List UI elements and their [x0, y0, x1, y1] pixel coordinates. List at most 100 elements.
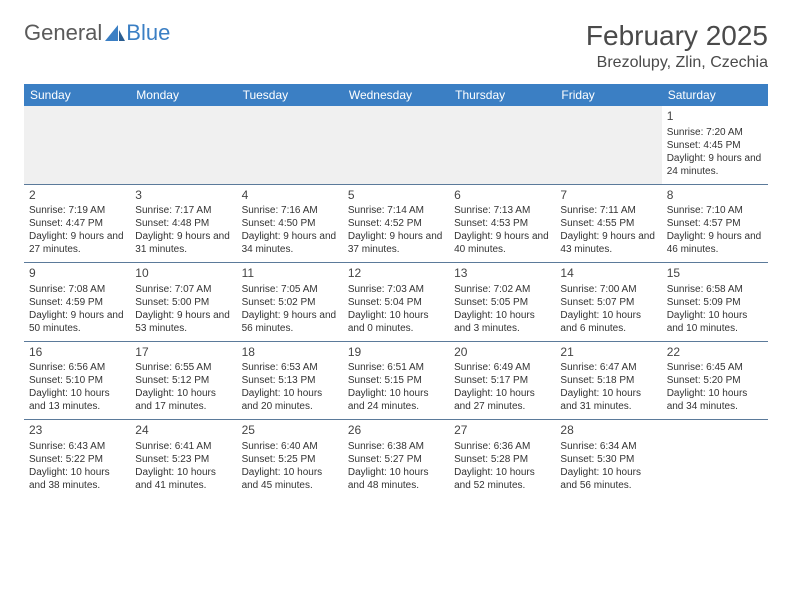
day-number: 21	[560, 345, 656, 361]
daylight-line: Daylight: 10 hours and 27 minutes.	[454, 387, 550, 413]
sunset-line: Sunset: 5:17 PM	[454, 374, 550, 387]
sunrise-line: Sunrise: 6:51 AM	[348, 361, 444, 374]
sunset-line: Sunset: 5:30 PM	[560, 453, 656, 466]
day-number: 27	[454, 423, 550, 439]
daylight-line: Daylight: 10 hours and 0 minutes.	[348, 309, 444, 335]
sunrise-line: Sunrise: 7:07 AM	[135, 283, 231, 296]
sunrise-line: Sunrise: 6:56 AM	[29, 361, 125, 374]
calendar-day: 5Sunrise: 7:14 AMSunset: 4:52 PMDaylight…	[343, 184, 449, 263]
daylight-line: Daylight: 9 hours and 31 minutes.	[135, 230, 231, 256]
sunset-line: Sunset: 4:45 PM	[667, 139, 763, 152]
sunset-line: Sunset: 5:27 PM	[348, 453, 444, 466]
logo: General Blue	[24, 20, 170, 46]
sunset-line: Sunset: 5:02 PM	[242, 296, 338, 309]
sunrise-line: Sunrise: 6:34 AM	[560, 440, 656, 453]
calendar-day: 26Sunrise: 6:38 AMSunset: 5:27 PMDayligh…	[343, 420, 449, 498]
sunset-line: Sunset: 4:55 PM	[560, 217, 656, 230]
daylight-line: Daylight: 10 hours and 6 minutes.	[560, 309, 656, 335]
daylight-line: Daylight: 9 hours and 24 minutes.	[667, 152, 763, 178]
sunrise-line: Sunrise: 6:45 AM	[667, 361, 763, 374]
calendar-day: 21Sunrise: 6:47 AMSunset: 5:18 PMDayligh…	[555, 341, 661, 420]
sunset-line: Sunset: 5:04 PM	[348, 296, 444, 309]
sunset-line: Sunset: 5:23 PM	[135, 453, 231, 466]
calendar-empty	[343, 106, 449, 184]
calendar-day: 6Sunrise: 7:13 AMSunset: 4:53 PMDaylight…	[449, 184, 555, 263]
daylight-line: Daylight: 9 hours and 50 minutes.	[29, 309, 125, 335]
calendar-day: 11Sunrise: 7:05 AMSunset: 5:02 PMDayligh…	[237, 263, 343, 342]
sunset-line: Sunset: 5:09 PM	[667, 296, 763, 309]
calendar-day: 8Sunrise: 7:10 AMSunset: 4:57 PMDaylight…	[662, 184, 768, 263]
daylight-line: Daylight: 10 hours and 52 minutes.	[454, 466, 550, 492]
day-number: 9	[29, 266, 125, 282]
sunrise-line: Sunrise: 6:58 AM	[667, 283, 763, 296]
sunrise-line: Sunrise: 6:47 AM	[560, 361, 656, 374]
calendar-week: 16Sunrise: 6:56 AMSunset: 5:10 PMDayligh…	[24, 341, 768, 420]
sunrise-line: Sunrise: 7:10 AM	[667, 204, 763, 217]
sunrise-line: Sunrise: 7:20 AM	[667, 126, 763, 139]
sunrise-line: Sunrise: 7:17 AM	[135, 204, 231, 217]
day-number: 15	[667, 266, 763, 282]
sunset-line: Sunset: 5:15 PM	[348, 374, 444, 387]
daylight-line: Daylight: 10 hours and 45 minutes.	[242, 466, 338, 492]
sunset-line: Sunset: 4:52 PM	[348, 217, 444, 230]
day-number: 23	[29, 423, 125, 439]
weekday-header: Sunday	[24, 84, 130, 106]
day-number: 7	[560, 188, 656, 204]
calendar-day: 9Sunrise: 7:08 AMSunset: 4:59 PMDaylight…	[24, 263, 130, 342]
calendar-day: 4Sunrise: 7:16 AMSunset: 4:50 PMDaylight…	[237, 184, 343, 263]
title-block: February 2025 Brezolupy, Zlin, Czechia	[586, 20, 768, 72]
calendar-day: 15Sunrise: 6:58 AMSunset: 5:09 PMDayligh…	[662, 263, 768, 342]
sunset-line: Sunset: 4:59 PM	[29, 296, 125, 309]
calendar-day: 13Sunrise: 7:02 AMSunset: 5:05 PMDayligh…	[449, 263, 555, 342]
day-number: 14	[560, 266, 656, 282]
sunset-line: Sunset: 5:20 PM	[667, 374, 763, 387]
day-number: 17	[135, 345, 231, 361]
calendar-empty	[555, 106, 661, 184]
logo-text-2: Blue	[126, 20, 170, 46]
sunrise-line: Sunrise: 6:53 AM	[242, 361, 338, 374]
sunset-line: Sunset: 5:28 PM	[454, 453, 550, 466]
weekday-header: Monday	[130, 84, 236, 106]
weekday-header: Saturday	[662, 84, 768, 106]
daylight-line: Daylight: 10 hours and 31 minutes.	[560, 387, 656, 413]
calendar-day: 3Sunrise: 7:17 AMSunset: 4:48 PMDaylight…	[130, 184, 236, 263]
weekday-header-row: SundayMondayTuesdayWednesdayThursdayFrid…	[24, 84, 768, 106]
sunrise-line: Sunrise: 7:03 AM	[348, 283, 444, 296]
sunrise-line: Sunrise: 7:02 AM	[454, 283, 550, 296]
calendar-day: 20Sunrise: 6:49 AMSunset: 5:17 PMDayligh…	[449, 341, 555, 420]
calendar-empty	[449, 106, 555, 184]
weekday-header: Tuesday	[237, 84, 343, 106]
daylight-line: Daylight: 9 hours and 40 minutes.	[454, 230, 550, 256]
sunrise-line: Sunrise: 7:16 AM	[242, 204, 338, 217]
logo-sail-icon	[104, 24, 126, 42]
calendar-day: 23Sunrise: 6:43 AMSunset: 5:22 PMDayligh…	[24, 420, 130, 498]
sunset-line: Sunset: 4:47 PM	[29, 217, 125, 230]
sunrise-line: Sunrise: 7:00 AM	[560, 283, 656, 296]
daylight-line: Daylight: 9 hours and 27 minutes.	[29, 230, 125, 256]
sunrise-line: Sunrise: 6:40 AM	[242, 440, 338, 453]
sunrise-line: Sunrise: 7:19 AM	[29, 204, 125, 217]
daylight-line: Daylight: 9 hours and 37 minutes.	[348, 230, 444, 256]
day-number: 2	[29, 188, 125, 204]
calendar-empty	[237, 106, 343, 184]
daylight-line: Daylight: 10 hours and 41 minutes.	[135, 466, 231, 492]
sunrise-line: Sunrise: 7:05 AM	[242, 283, 338, 296]
day-number: 24	[135, 423, 231, 439]
day-number: 22	[667, 345, 763, 361]
daylight-line: Daylight: 10 hours and 17 minutes.	[135, 387, 231, 413]
location: Brezolupy, Zlin, Czechia	[586, 54, 768, 72]
day-number: 28	[560, 423, 656, 439]
sunset-line: Sunset: 4:57 PM	[667, 217, 763, 230]
daylight-line: Daylight: 10 hours and 38 minutes.	[29, 466, 125, 492]
daylight-line: Daylight: 9 hours and 56 minutes.	[242, 309, 338, 335]
daylight-line: Daylight: 10 hours and 3 minutes.	[454, 309, 550, 335]
sunset-line: Sunset: 5:12 PM	[135, 374, 231, 387]
day-number: 25	[242, 423, 338, 439]
day-number: 16	[29, 345, 125, 361]
calendar-day: 14Sunrise: 7:00 AMSunset: 5:07 PMDayligh…	[555, 263, 661, 342]
daylight-line: Daylight: 10 hours and 10 minutes.	[667, 309, 763, 335]
day-number: 6	[454, 188, 550, 204]
sunset-line: Sunset: 5:13 PM	[242, 374, 338, 387]
calendar-empty	[24, 106, 130, 184]
calendar-week: 9Sunrise: 7:08 AMSunset: 4:59 PMDaylight…	[24, 263, 768, 342]
